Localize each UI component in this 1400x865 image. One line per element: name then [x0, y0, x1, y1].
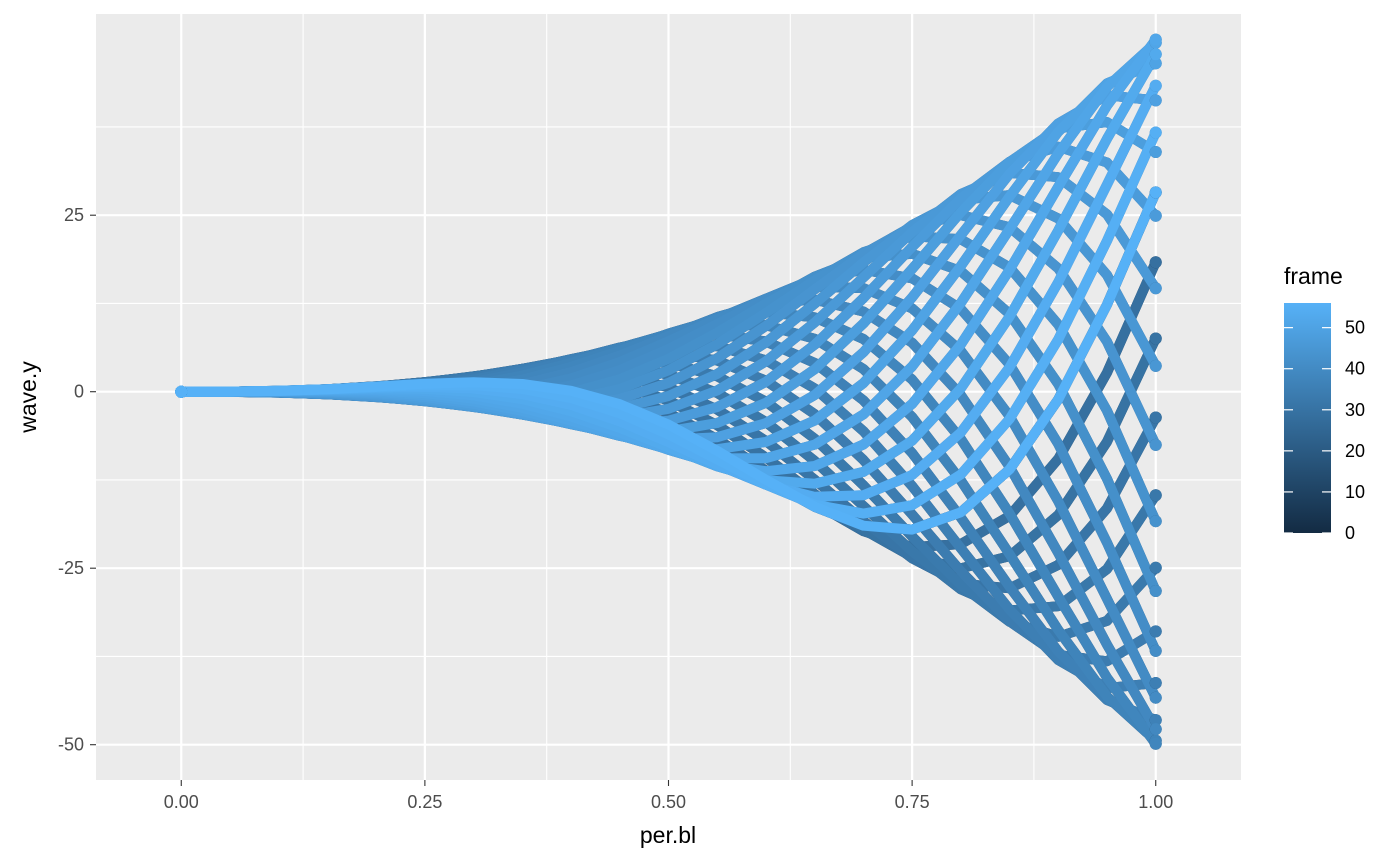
data-point-frame-53 [1149, 48, 1162, 61]
y-axis-title: wave.y [15, 361, 41, 434]
legend: frame 0 10 20 30 40 50 [1284, 263, 1365, 543]
x-axis-title: per.bl [640, 822, 696, 848]
legend-break-label: 30 [1345, 400, 1365, 420]
data-point-frame-30 [1149, 332, 1162, 345]
data-point-frame-49 [1149, 94, 1162, 107]
data-point-frame-40 [1149, 691, 1162, 704]
data-point-frame-48 [1149, 146, 1162, 159]
data-point-frame-54 [1149, 79, 1162, 92]
data-point-frame-38 [1149, 737, 1162, 750]
data-point-frame-52 [1149, 33, 1162, 46]
x-tick-label: 0.75 [895, 792, 930, 812]
data-point-frame-33 [1149, 561, 1162, 574]
legend-break-label: 40 [1345, 359, 1365, 379]
data-point-frame-55 [1149, 126, 1162, 139]
data-point-frame-31 [1149, 411, 1162, 424]
data-point-frame-45 [1149, 359, 1162, 372]
data-point-frame-42 [1149, 585, 1162, 598]
x-tick-label: 1.00 [1138, 792, 1173, 812]
legend-break-label: 20 [1345, 441, 1365, 461]
data-point-frame-39 [1149, 723, 1162, 736]
data-point-frame-44 [1149, 438, 1162, 451]
data-point-frame-50 [1149, 57, 1162, 70]
data-point-frame-46 [1149, 282, 1162, 295]
points-group [175, 33, 1162, 750]
y-axis: -50 -25 0 25 [58, 205, 96, 755]
legend-break-label: 0 [1345, 523, 1355, 543]
x-tick-label: 0.00 [164, 792, 199, 812]
data-point-frame-34 [1149, 625, 1162, 638]
legend-title: frame [1284, 263, 1343, 289]
y-tick-label: -25 [58, 558, 84, 578]
y-tick-label: 25 [64, 205, 84, 225]
data-point-frame-47 [1149, 209, 1162, 222]
data-point-frame-32 [1149, 489, 1162, 502]
data-point-frame-36 [1149, 714, 1162, 727]
data-point-frame-41 [1149, 644, 1162, 657]
series-line-frame-56 [176, 187, 1161, 535]
data-point-frame-56 [175, 385, 188, 398]
data-point-frame-56 [1149, 186, 1162, 199]
legend-ticks: 0 10 20 30 40 50 [1284, 318, 1365, 543]
x-tick-label: 0.50 [651, 792, 686, 812]
data-point-frame-29 [1149, 256, 1162, 269]
legend-break-label: 50 [1345, 318, 1365, 338]
data-point-frame-35 [1149, 677, 1162, 690]
legend-colorbar [1284, 303, 1331, 533]
y-tick-label: -50 [58, 735, 84, 755]
x-axis: 0.00 0.25 0.50 0.75 1.00 [164, 780, 1173, 812]
series-group [176, 34, 1161, 749]
data-point-frame-43 [1149, 515, 1162, 528]
x-tick-label: 0.25 [407, 792, 442, 812]
y-tick-label: 0 [74, 382, 84, 402]
legend-break-label: 10 [1345, 482, 1365, 502]
